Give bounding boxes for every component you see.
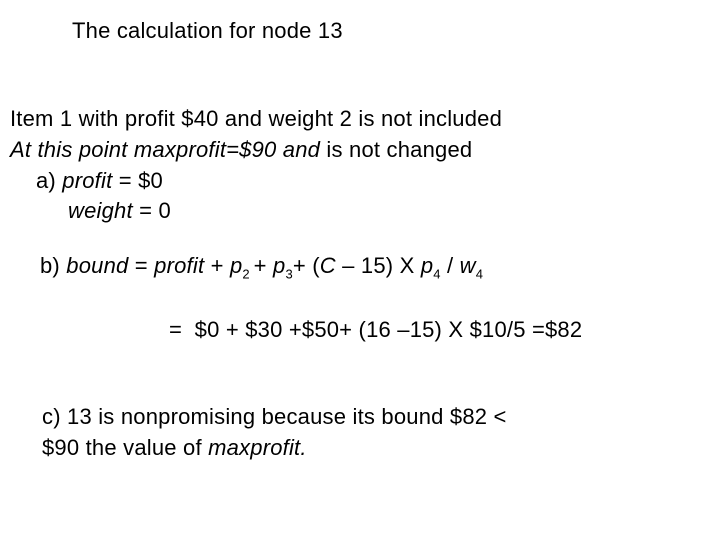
- b-eq1-mid1: =: [128, 253, 154, 278]
- b-eq1-mid2: +: [211, 253, 230, 278]
- b-p1: p: [230, 253, 242, 278]
- b-slash: /: [441, 253, 460, 278]
- line-maxprofit-rest: is not changed: [320, 137, 472, 162]
- b-sub4b: 4: [476, 267, 483, 282]
- line-c-2: $90 the value of maxprofit.: [42, 433, 710, 464]
- c-line2-pre: $90 the value of: [42, 435, 208, 460]
- b-sub4a: 4: [433, 267, 440, 282]
- b-eq2-indent: [93, 317, 169, 342]
- b-w: w: [460, 253, 476, 278]
- a-label: a): [36, 168, 62, 193]
- b-p2: p: [273, 253, 285, 278]
- line-a-profit: a) profit = $0: [36, 166, 710, 197]
- line-a-weight: weight = 0: [68, 196, 710, 227]
- a-weight-var: weight: [68, 198, 133, 223]
- line-maxprofit-italic: At this point maxprofit=$90 and: [10, 137, 320, 162]
- b-profit-var: profit: [154, 253, 210, 278]
- b-p3: p: [421, 253, 433, 278]
- b-bound-var: bound: [66, 253, 128, 278]
- slide: The calculation for node 13 Item 1 with …: [0, 0, 720, 540]
- c-maxprofit: maxprofit.: [208, 435, 307, 460]
- line-b-eq2: = $0 + $30 +$50+ (16 –15) X $10/5 =$82: [68, 284, 710, 376]
- b-C: C: [320, 253, 336, 278]
- line-maxprofit: At this point maxprofit=$90 and is not c…: [10, 135, 710, 166]
- line-item1: Item 1 with profit $40 and weight 2 is n…: [10, 104, 710, 135]
- b-label: b): [40, 253, 66, 278]
- a-profit-eq: = $0: [112, 168, 163, 193]
- slide-title: The calculation for node 13: [72, 18, 710, 44]
- a-weight-eq: = 0: [133, 198, 171, 223]
- b-sub3: 3: [285, 267, 292, 282]
- b-minus15: – 15) X: [336, 253, 421, 278]
- line-b-eq1: b) bound = profit + p2 + p3+ (C – 15) X …: [40, 251, 710, 284]
- b-plus3: + (: [293, 253, 320, 278]
- b-plus2: +: [254, 253, 273, 278]
- b-sub2: 2: [242, 267, 253, 282]
- b-eq2: = $0 + $30 +$50+ (16 –15) X $10/5 =$82: [169, 317, 582, 342]
- line-c-1: c) 13 is nonpromising because its bound …: [42, 402, 710, 433]
- a-profit-var: profit: [62, 168, 112, 193]
